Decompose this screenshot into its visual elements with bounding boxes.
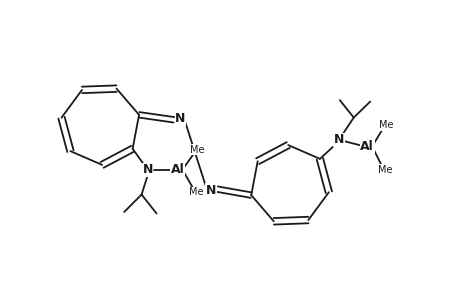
Text: Me: Me	[189, 187, 203, 197]
Text: N: N	[142, 163, 152, 176]
Text: N: N	[175, 112, 185, 125]
Text: Al: Al	[359, 140, 373, 153]
Text: N: N	[333, 134, 343, 146]
Text: Al: Al	[170, 163, 184, 176]
Text: Me: Me	[378, 120, 392, 130]
Text: N: N	[205, 184, 216, 197]
Text: Me: Me	[190, 145, 204, 155]
Text: Me: Me	[377, 165, 392, 175]
